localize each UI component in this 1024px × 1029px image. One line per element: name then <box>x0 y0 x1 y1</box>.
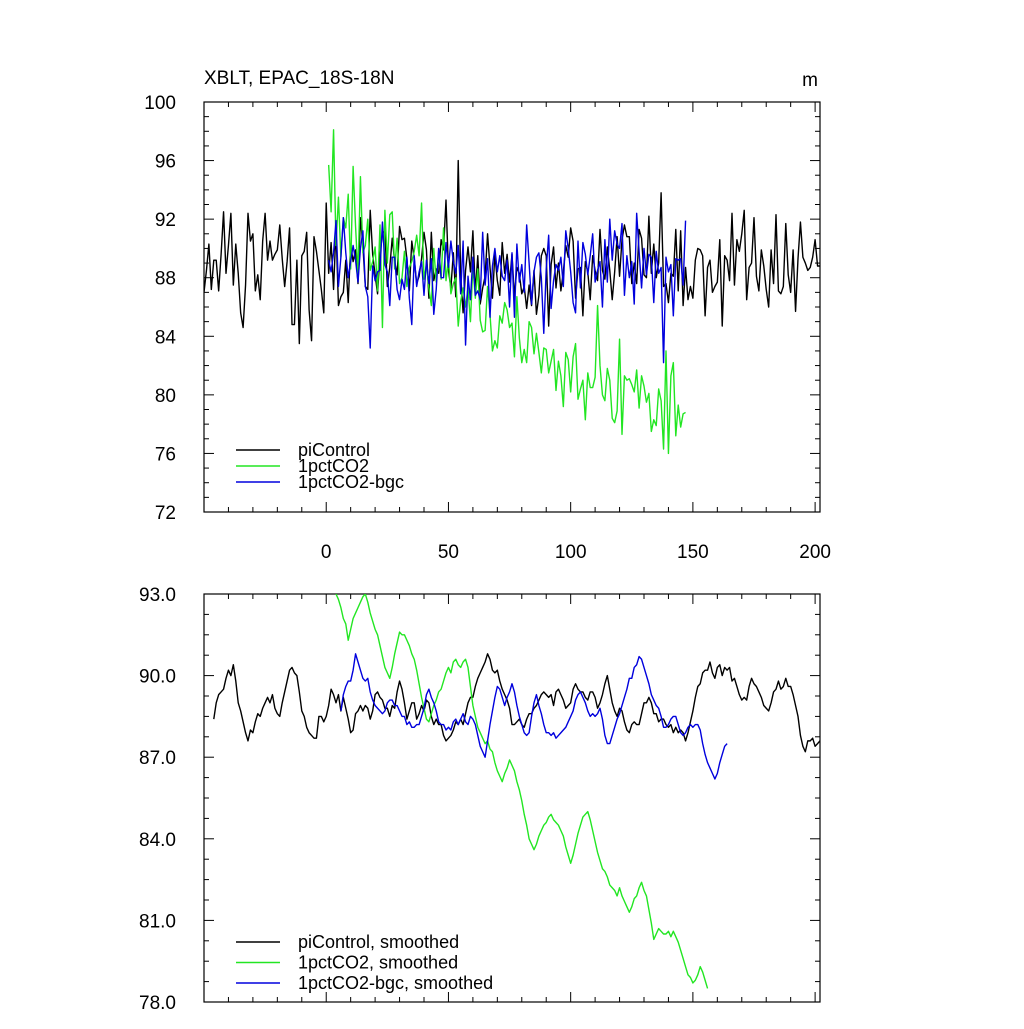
y-tick-label: 90.0 <box>139 667 176 688</box>
plot-frame <box>203 593 821 1003</box>
x-tick-label: 150 <box>677 542 709 563</box>
legend-label: 1pctCO2-bgc, smoothed <box>298 973 493 993</box>
plot-frame <box>203 101 821 513</box>
legend-label: 1pctCO2 <box>298 456 369 476</box>
series-line-pct <box>335 594 709 989</box>
series-line-pct <box>327 129 686 455</box>
y-tick-label: 76 <box>155 444 176 465</box>
series-line-bgc <box>340 653 728 780</box>
bottom-panel: 78.0 81.0 84.0 87.0 90.0 93.0 piControl, smoot… <box>139 585 821 1014</box>
legend-label: piControl, smoothed <box>298 932 459 952</box>
legend-label: 1pctCO2, smoothed <box>298 953 458 973</box>
series-line-piControl <box>204 159 820 345</box>
y-tick-label: 93.0 <box>139 585 176 606</box>
x-tick-label: 0 <box>321 542 332 563</box>
series-line-piControl <box>213 653 820 753</box>
x-tick-label: 200 <box>799 542 831 563</box>
y-tick-label: 96 <box>155 152 176 173</box>
y-tick-label: 84.0 <box>139 830 176 851</box>
y-tick-label: 80 <box>155 386 176 407</box>
series-line-bgc <box>327 212 687 364</box>
y-tick-label: 87.0 <box>139 748 176 769</box>
x-tick-label: 100 <box>555 542 587 563</box>
x-tick-label: 50 <box>438 542 459 563</box>
legend-label: piControl <box>298 440 370 460</box>
chart-title: XBLT, EPAC_18S-18N <box>204 68 394 89</box>
units-label: m <box>802 70 818 91</box>
y-tick-label: 92 <box>155 210 176 231</box>
y-tick-label: 84 <box>155 327 177 348</box>
y-tick-label: 81.0 <box>139 911 176 932</box>
legend-label: 1pctCO2-bgc <box>298 472 404 492</box>
y-tick-label: 88 <box>155 269 176 290</box>
y-tick-label: 100 <box>144 93 176 114</box>
top-panel: 72 76 80 84 88 92 96 100 0 50 100 150 200 XBLT, EPAC_… <box>144 68 831 563</box>
y-tick-label: 78.0 <box>139 993 176 1014</box>
y-tick-label: 72 <box>155 503 176 524</box>
